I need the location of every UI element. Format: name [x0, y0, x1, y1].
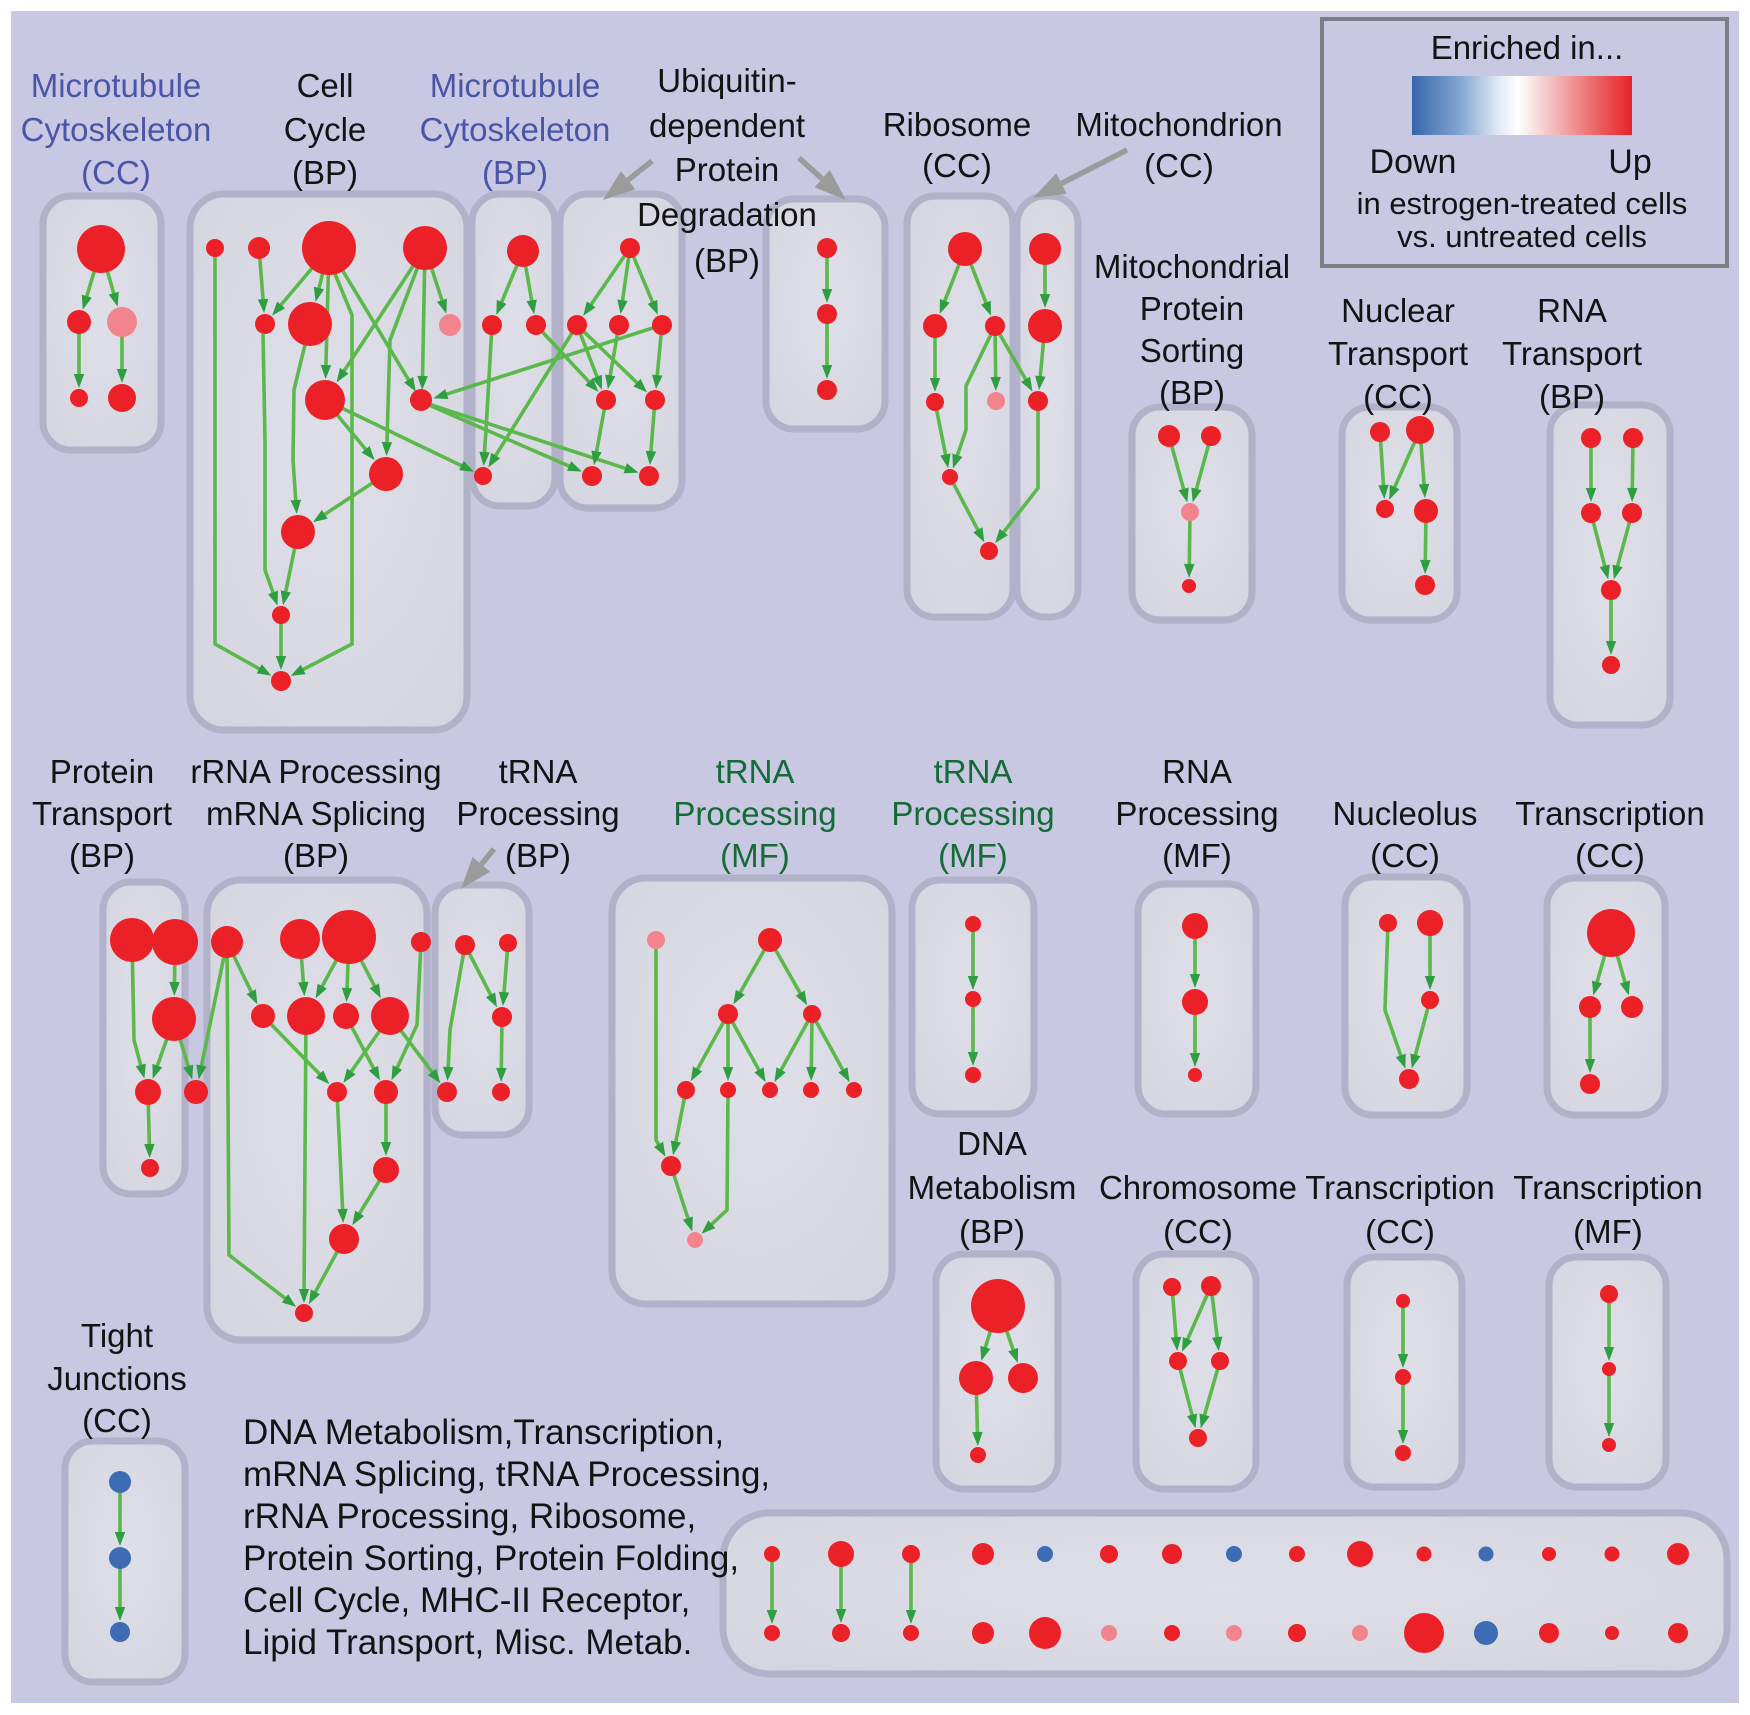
svg-text:(CC): (CC)	[922, 147, 992, 184]
svg-text:Sorting: Sorting	[1140, 332, 1245, 369]
svg-text:Down: Down	[1370, 143, 1457, 181]
svg-text:(BP): (BP)	[69, 837, 135, 874]
svg-text:rRNA Processing, Ribosome,: rRNA Processing, Ribosome,	[243, 1497, 696, 1536]
svg-text:Processing: Processing	[673, 795, 836, 832]
svg-text:Transcription: Transcription	[1515, 795, 1705, 832]
svg-text:(BP): (BP)	[292, 154, 358, 191]
svg-text:(BP): (BP)	[1159, 374, 1225, 411]
svg-text:Transcription: Transcription	[1513, 1169, 1703, 1206]
svg-text:Cell Cycle, MHC-II Receptor,: Cell Cycle, MHC-II Receptor,	[243, 1581, 690, 1620]
svg-text:Transport: Transport	[1502, 335, 1642, 372]
svg-text:(BP): (BP)	[694, 242, 760, 279]
svg-text:(MF): (MF)	[1573, 1213, 1643, 1250]
svg-text:(MF): (MF)	[938, 837, 1008, 874]
svg-text:Transport: Transport	[32, 795, 172, 832]
svg-text:(CC): (CC)	[1363, 378, 1433, 415]
svg-text:Processing: Processing	[1115, 795, 1278, 832]
svg-text:Cytoskeleton: Cytoskeleton	[21, 111, 212, 148]
svg-text:Protein: Protein	[1140, 290, 1245, 327]
svg-text:Microtubule: Microtubule	[31, 67, 202, 104]
svg-text:dependent: dependent	[649, 107, 805, 144]
svg-text:(CC): (CC)	[1365, 1213, 1435, 1250]
svg-text:Microtubule: Microtubule	[430, 67, 601, 104]
svg-text:(BP): (BP)	[959, 1213, 1025, 1250]
svg-text:in estrogen-treated cells: in estrogen-treated cells	[1357, 186, 1688, 221]
svg-text:(BP): (BP)	[482, 154, 548, 191]
svg-text:Lipid Transport, Misc. Metab.: Lipid Transport, Misc. Metab.	[243, 1623, 692, 1662]
svg-text:Tight: Tight	[81, 1317, 153, 1354]
svg-text:(CC): (CC)	[1370, 837, 1440, 874]
svg-text:(BP): (BP)	[283, 837, 349, 874]
svg-text:DNA Metabolism,Transcription,: DNA Metabolism,Transcription,	[243, 1413, 724, 1452]
svg-text:Chromosome: Chromosome	[1099, 1169, 1297, 1206]
svg-text:Cytoskeleton: Cytoskeleton	[420, 111, 611, 148]
svg-text:(BP): (BP)	[1539, 378, 1605, 415]
svg-text:Protein: Protein	[675, 151, 780, 188]
svg-text:RNA: RNA	[1162, 753, 1232, 790]
svg-text:tRNA: tRNA	[499, 753, 578, 790]
svg-text:Processing: Processing	[456, 795, 619, 832]
svg-text:Transcription: Transcription	[1305, 1169, 1495, 1206]
svg-text:Enriched in...: Enriched in...	[1431, 29, 1624, 66]
svg-text:tRNA: tRNA	[934, 753, 1013, 790]
svg-text:Processing: Processing	[891, 795, 1054, 832]
svg-text:Nuclear: Nuclear	[1341, 292, 1455, 329]
svg-text:mRNA Splicing, tRNA Processing: mRNA Splicing, tRNA Processing,	[243, 1455, 770, 1494]
svg-text:Metabolism: Metabolism	[908, 1169, 1077, 1206]
svg-text:Degradation: Degradation	[637, 196, 817, 233]
svg-text:vs. untreated cells: vs. untreated cells	[1397, 219, 1647, 254]
svg-text:Transport: Transport	[1328, 335, 1468, 372]
svg-text:(CC): (CC)	[1575, 837, 1645, 874]
svg-text:tRNA: tRNA	[716, 753, 795, 790]
svg-text:(CC): (CC)	[82, 1402, 152, 1439]
svg-text:Cell: Cell	[297, 67, 354, 104]
svg-text:(MF): (MF)	[720, 837, 790, 874]
svg-text:(CC): (CC)	[1144, 147, 1214, 184]
svg-text:Junctions: Junctions	[47, 1360, 186, 1397]
svg-text:rRNA Processing: rRNA Processing	[190, 753, 441, 790]
svg-text:Ribosome: Ribosome	[883, 106, 1032, 143]
svg-text:Mitochondrion: Mitochondrion	[1075, 106, 1282, 143]
svg-text:Protein Sorting, Protein Foldi: Protein Sorting, Protein Folding,	[243, 1539, 739, 1578]
svg-text:mRNA Splicing: mRNA Splicing	[206, 795, 426, 832]
svg-text:Nucleolus: Nucleolus	[1333, 795, 1478, 832]
svg-text:Ubiquitin-: Ubiquitin-	[657, 62, 796, 99]
svg-text:DNA: DNA	[957, 1125, 1027, 1162]
svg-text:Cycle: Cycle	[284, 111, 367, 148]
svg-text:(MF): (MF)	[1162, 837, 1232, 874]
svg-text:RNA: RNA	[1537, 292, 1607, 329]
svg-text:(CC): (CC)	[1163, 1213, 1233, 1250]
svg-text:Up: Up	[1608, 143, 1651, 181]
svg-text:Protein: Protein	[50, 753, 155, 790]
svg-text:Mitochondrial: Mitochondrial	[1094, 248, 1290, 285]
svg-text:(BP): (BP)	[505, 837, 571, 874]
svg-text:(CC): (CC)	[81, 154, 151, 191]
